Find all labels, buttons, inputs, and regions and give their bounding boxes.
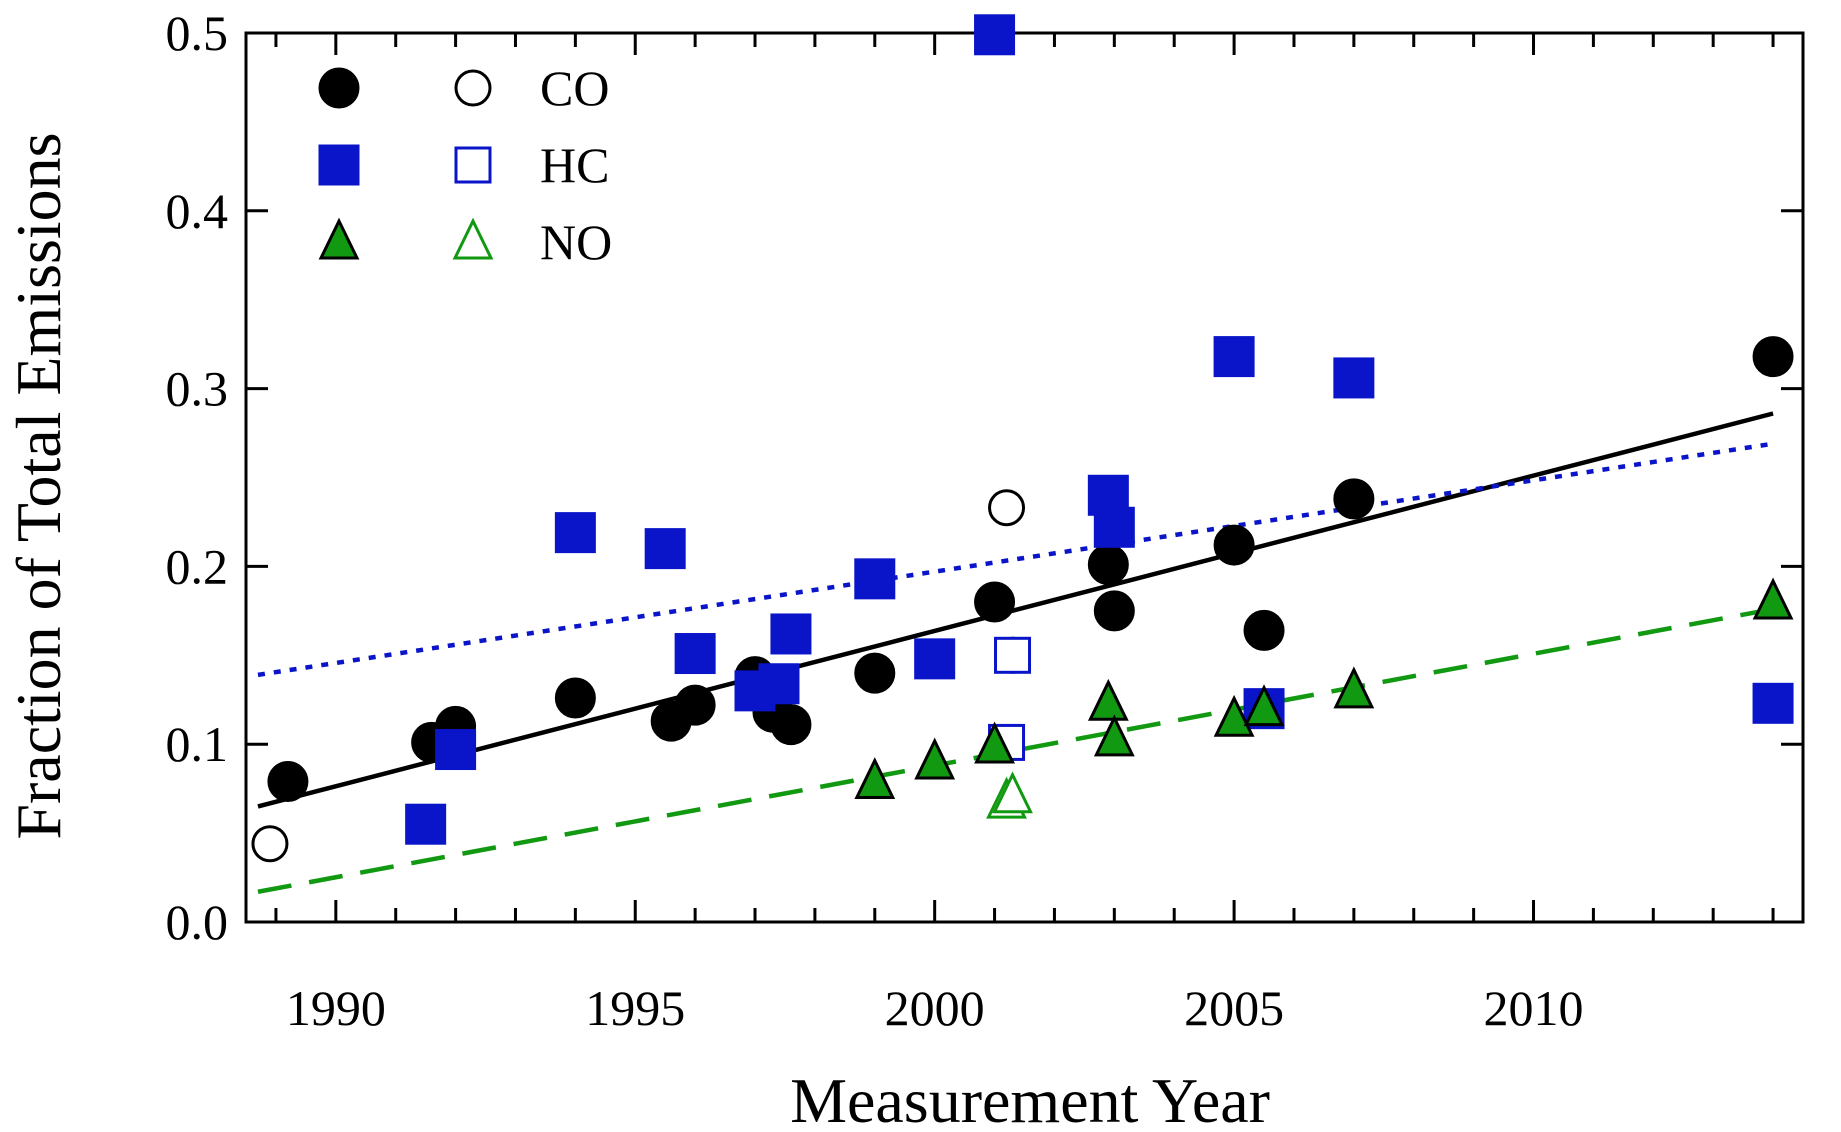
data-point-hc-filled xyxy=(554,512,596,554)
legend-marker-hc-open xyxy=(454,146,492,184)
data-point-no-filled xyxy=(1087,678,1129,721)
data-point-no-filled xyxy=(1213,694,1255,737)
y-tick-label: 0.3 xyxy=(166,361,229,417)
data-point-no-open xyxy=(992,771,1033,814)
data-point-hc-filled xyxy=(1752,682,1794,724)
data-point-hc-filled xyxy=(770,613,812,655)
x-tick-label: 2010 xyxy=(1484,980,1584,1036)
data-point-no-filled xyxy=(1243,684,1285,727)
legend-marker-no-open xyxy=(452,217,494,260)
data-point-co-filled xyxy=(674,684,716,726)
x-tick-label: 2000 xyxy=(885,980,985,1036)
data-point-co-filled xyxy=(1752,336,1794,378)
y-axis-ticks: 0.0 0.1 0.2 0.3 0.4 0.5 xyxy=(166,5,1803,950)
data-point-hc-filled xyxy=(405,803,447,845)
legend-label-hc: HC xyxy=(540,137,609,193)
data-point-no-filled xyxy=(1333,666,1375,709)
data-point-hc-filled xyxy=(1333,357,1375,399)
y-tick-label: 0.2 xyxy=(166,538,229,594)
data-point-hc-filled xyxy=(974,14,1016,56)
data-point-hc-filled xyxy=(674,633,716,675)
data-point-hc-filled xyxy=(435,729,477,771)
data-point-hc-filled xyxy=(758,663,800,705)
legend-marker-hc-filled xyxy=(318,144,360,186)
legend-label-co: CO xyxy=(540,60,609,116)
data-point-hc-filled xyxy=(644,528,686,570)
data-point-no-filled xyxy=(1752,577,1794,620)
data-point-hc-open xyxy=(994,636,1032,674)
data-point-co-filled xyxy=(1087,544,1129,586)
data-point-co-filled xyxy=(1243,609,1285,651)
data-point-co-filled xyxy=(267,761,309,803)
data-point-no-filled xyxy=(854,757,896,800)
x-tick-label: 1990 xyxy=(286,980,386,1036)
data-point-no-filled xyxy=(974,721,1015,764)
data-point-co-filled xyxy=(1093,590,1135,632)
y-tick-label: 0.1 xyxy=(166,716,229,772)
data-point-hc-filled xyxy=(854,558,896,600)
data-point-co-filled xyxy=(854,652,896,694)
x-axis-title: Measurement Year xyxy=(790,1065,1270,1132)
x-tick-label: 2005 xyxy=(1184,980,1284,1036)
y-tick-label: 0.4 xyxy=(166,183,229,239)
data-point-hc-filled xyxy=(1093,506,1135,548)
data-point-co-filled xyxy=(770,704,812,746)
data-point-hc-filled xyxy=(1213,336,1255,378)
legend: CO HC NO xyxy=(318,60,612,270)
x-tick-label: 1995 xyxy=(585,980,685,1036)
data-point-no-filled xyxy=(1093,714,1135,757)
y-axis-title: Fraction of Total Emissions xyxy=(3,132,74,839)
trend-lines xyxy=(257,411,1774,894)
plot-frame xyxy=(244,31,1805,924)
trend-line-co xyxy=(257,411,1774,809)
data-point-co-filled xyxy=(1333,478,1375,520)
data-points xyxy=(251,14,1794,863)
legend-marker-co-open xyxy=(454,69,492,107)
data-point-no-filled xyxy=(914,737,956,780)
y-tick-label: 0.0 xyxy=(166,894,229,950)
y-tick-label: 0.5 xyxy=(166,5,229,61)
data-point-co-filled xyxy=(1213,524,1255,566)
x-axis-ticks: 1990 1995 2000 2005 2010 xyxy=(274,33,1775,1036)
legend-label-no: NO xyxy=(540,214,612,270)
data-point-hc-filled xyxy=(914,638,956,680)
data-point-co-open xyxy=(988,489,1026,527)
legend-marker-no-filled xyxy=(318,217,360,260)
legend-marker-co-filled xyxy=(318,67,360,109)
data-point-co-filled xyxy=(554,677,596,719)
data-point-co-filled xyxy=(974,581,1016,623)
data-point-co-open xyxy=(251,825,289,863)
